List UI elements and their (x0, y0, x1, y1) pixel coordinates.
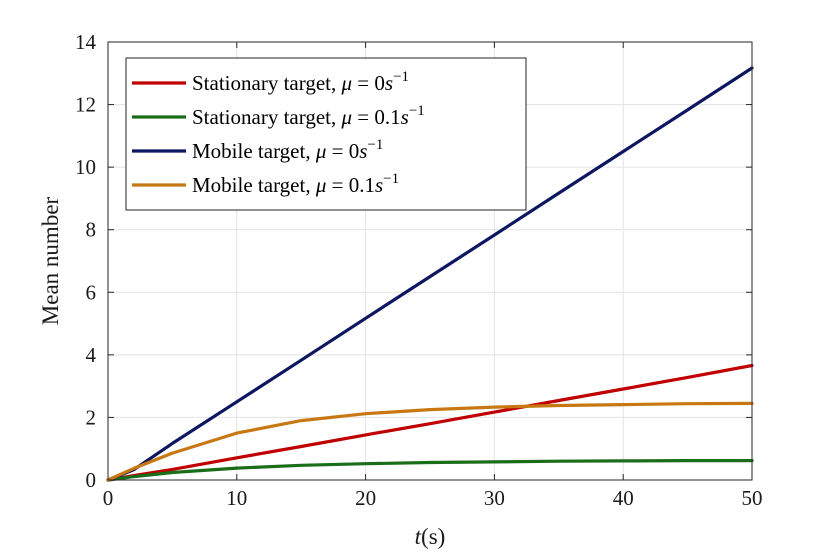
x-axis-title: t(s) (415, 524, 446, 549)
y-axis-title: Mean number (38, 196, 63, 325)
series-lines (106, 66, 754, 482)
y-tick-label: 4 (86, 343, 97, 367)
x-tick-label: 20 (355, 486, 376, 510)
x-tick-label: 30 (484, 486, 505, 510)
y-tick-label: 8 (86, 218, 97, 242)
x-axis-unit: (s) (421, 524, 445, 549)
y-tick-label: 14 (75, 30, 97, 54)
series-line-2 (106, 459, 754, 482)
legend-label-1: Stationary target, μ = 0s−1 (192, 69, 409, 95)
x-tick-label: 10 (226, 486, 247, 510)
legend-label-3: Mobile target, μ = 0s−1 (192, 137, 383, 163)
y-tick-label: 12 (75, 93, 96, 117)
legend: Stationary target, μ = 0s−1 Stationary ta… (125, 57, 527, 211)
x-tick-label: 40 (613, 486, 634, 510)
axis-ticks (107, 41, 753, 481)
y-tick-label: 6 (86, 280, 97, 304)
legend-label-4: Mobile target, μ = 0.1s−1 (192, 171, 399, 197)
legend-label-2: Stationary target, μ = 0.1s−1 (192, 103, 425, 129)
legend-box (125, 57, 527, 211)
series-line-1 (106, 363, 754, 482)
y-tick-label: 0 (86, 468, 97, 492)
x-tick-label: 0 (103, 486, 114, 510)
tick-labels: 0 10 20 30 40 50 0 2 4 6 8 10 12 14 (75, 30, 763, 510)
series-line-3 (106, 66, 754, 482)
series-line-4 (106, 401, 754, 482)
x-tick-label: 50 (742, 486, 763, 510)
plot-frame (107, 41, 753, 481)
x-axis-variable: t (415, 524, 422, 549)
y-tick-label: 10 (75, 155, 96, 179)
y-tick-label: 2 (86, 405, 97, 429)
